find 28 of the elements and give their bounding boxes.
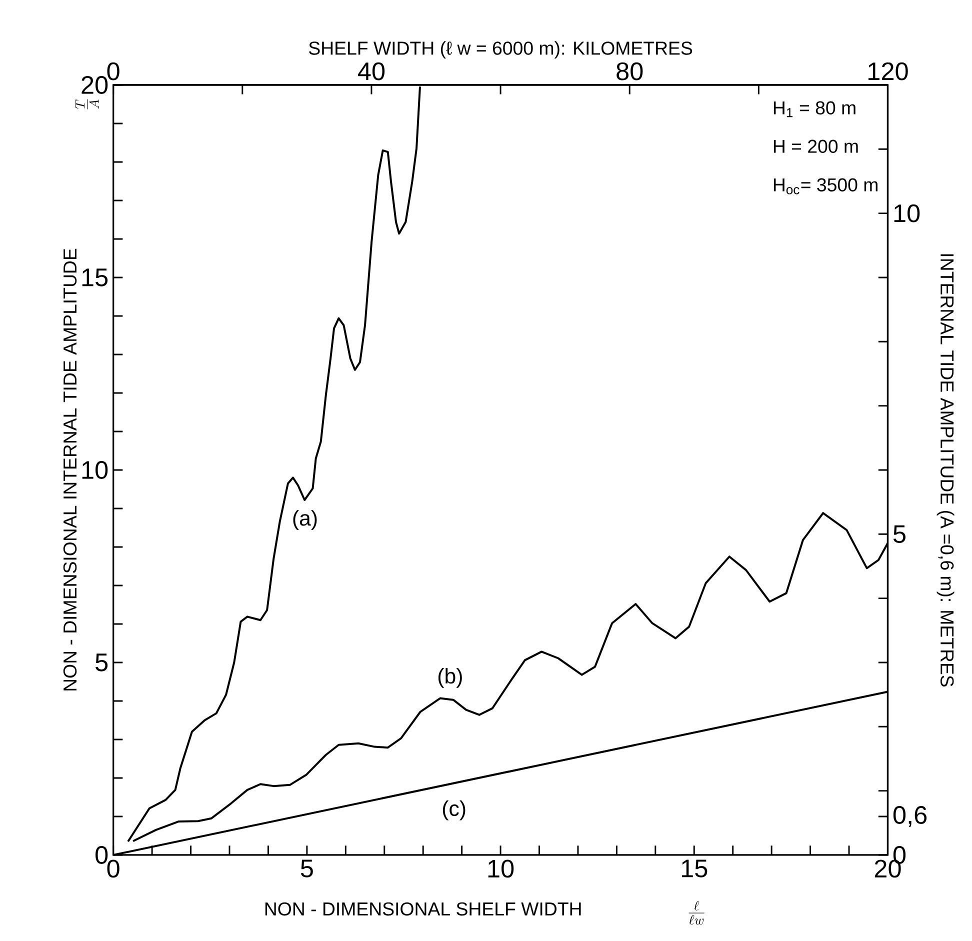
x2-tick-label: 80 [616,62,643,80]
x-tick-label: 10 [488,860,514,878]
y-tick-label: 15 [82,268,108,286]
x2-tick-label: 120 [868,62,908,80]
x-tick-label: 5 [300,860,313,878]
x-axis-title: NON - DIMENSIONAL SHELF WIDTH [265,902,581,916]
y-tick-label: 10 [82,461,108,479]
y-tick-label: 5 [96,654,108,672]
y-tick-label: 20 [82,76,108,94]
annotation: (c) [442,800,466,820]
y-axis-title: NON - DIMENSIONAL INTERNAL TIDE AMPLITUDE [63,248,77,690]
y-tick-label: 0 [96,846,108,864]
x2-tick-label: 0 [107,62,120,80]
x2-tick-label: 40 [358,62,385,80]
annotation: H$_{oc}$= 3500 m [774,178,878,194]
y2-tick-label: 0,6 [893,806,927,827]
y2-axis-title: INTERNAL TIDE AMPLITUDE (A =0,6 m): METRES [936,254,954,686]
annotation: (b) [438,668,462,688]
text: $\frac{\ell}{\ell w}$ [688,900,704,925]
x2-axis-title: SHELF WIDTH (ℓ w = 6000 m): KILOMETRES [308,41,692,59]
x-tick-label: 0 [107,860,120,878]
y2-tick-label: 10 [894,204,920,222]
y2-tick-label: 5 [893,525,906,543]
annotation: H = 200 m [774,140,858,153]
text: $\frac{T}{A}$ [76,99,99,110]
annotation: H$_{1}$ = 80 m [774,101,856,118]
annotation: (a) [293,510,317,530]
x-tick-label: 15 [682,860,708,878]
